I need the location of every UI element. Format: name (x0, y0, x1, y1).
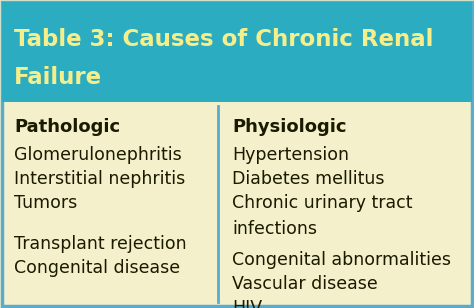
Text: Transplant rejection: Transplant rejection (14, 235, 187, 253)
Text: Table 3: Causes of Chronic Renal: Table 3: Causes of Chronic Renal (14, 28, 433, 51)
Bar (2, 2, 472, 102)
Text: infections: infections (232, 220, 317, 238)
Text: Glomerulonephritis: Glomerulonephritis (14, 146, 182, 164)
Text: Tumors: Tumors (14, 194, 77, 212)
Text: Diabetes mellitus: Diabetes mellitus (232, 170, 384, 188)
Text: HIV: HIV (232, 299, 262, 308)
Text: Chronic urinary tract: Chronic urinary tract (232, 194, 412, 212)
Text: Hypertension: Hypertension (232, 146, 349, 164)
Text: Congenital disease: Congenital disease (14, 259, 180, 277)
Text: Congenital abnormalities: Congenital abnormalities (232, 251, 451, 269)
Text: Vascular disease: Vascular disease (232, 275, 378, 293)
Text: Physiologic: Physiologic (232, 118, 346, 136)
Text: Failure: Failure (14, 66, 102, 89)
Text: Interstitial nephritis: Interstitial nephritis (14, 170, 185, 188)
Text: Pathologic: Pathologic (14, 118, 120, 136)
